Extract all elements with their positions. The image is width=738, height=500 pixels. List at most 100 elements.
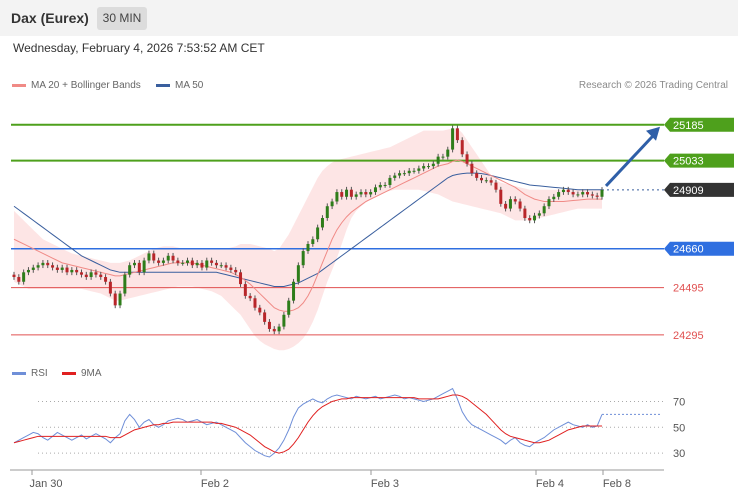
candle-body (41, 262, 45, 266)
candle-body (581, 192, 585, 195)
candle-body (31, 267, 35, 270)
candle-body (499, 189, 503, 204)
candle-body (282, 314, 286, 327)
candle-body (388, 177, 392, 185)
candle-body (55, 267, 59, 270)
candle-body (142, 260, 146, 273)
rsi-level-label-70: 70 (673, 396, 685, 408)
candle-body (118, 293, 122, 306)
candle-body (229, 267, 233, 270)
candle-body (224, 265, 228, 268)
rsi-level-label-50: 50 (673, 422, 685, 434)
candle-body (263, 312, 267, 322)
candle-body (277, 326, 281, 332)
candle-body (132, 262, 136, 266)
ma20-legend-label: MA 20 + Bollinger Bands (31, 80, 141, 91)
timeframe-badge[interactable]: 30 MIN (97, 7, 147, 30)
research-credit: Research © 2026 Trading Central (578, 80, 728, 91)
candle-body (75, 269, 79, 273)
candle-body (576, 194, 580, 196)
candle-body (36, 265, 40, 268)
candle-body (219, 265, 223, 267)
candle-body (65, 267, 69, 273)
ma9-swatch (62, 371, 76, 375)
candle-body (431, 163, 435, 167)
candle-body (359, 192, 363, 195)
candle-body (239, 272, 243, 285)
level-tag-25033 (664, 153, 734, 168)
rsi-series-RSI (13, 387, 603, 458)
candle-body (104, 277, 108, 282)
candle-body (480, 177, 484, 181)
level-label-25185: 25185 (673, 120, 704, 132)
candle-body (272, 328, 276, 332)
candle-body (417, 168, 421, 171)
candle-body (455, 128, 459, 141)
level-label-24495: 24495 (673, 283, 704, 295)
candle-body (152, 253, 156, 261)
candle-body (248, 295, 252, 299)
candle-body (205, 260, 209, 268)
candle-body (190, 260, 194, 266)
candle-body (412, 170, 416, 172)
timestamp: Wednesday, February 4, 2026 7:53:52 AM C… (13, 41, 265, 55)
candle-body (537, 213, 541, 216)
candle-body (518, 201, 522, 209)
candle-body (243, 284, 247, 296)
candle-body (460, 140, 464, 155)
candle-body (373, 187, 377, 193)
candle-body (475, 173, 479, 178)
candle-body (89, 272, 93, 278)
candle-body (398, 173, 402, 176)
level-label-24909: 24909 (673, 185, 704, 197)
candle-body (17, 277, 21, 282)
candle-body (325, 206, 329, 219)
x-tick-label: Feb 8 (603, 478, 631, 490)
candle-body (113, 293, 117, 306)
candle-body (494, 182, 498, 190)
candle-body (181, 262, 185, 264)
level-tag-24660 (664, 241, 734, 256)
candle-body (51, 265, 55, 268)
candle-body (296, 265, 300, 282)
candle-body (465, 154, 469, 164)
candle-body (407, 170, 411, 174)
candle-body (79, 272, 83, 275)
candle-body (571, 192, 575, 195)
candle-body (306, 243, 310, 252)
candle-body (99, 274, 103, 278)
candle-body (561, 189, 565, 193)
candle-body (393, 175, 397, 178)
candle-body (600, 189, 604, 197)
candle-body (542, 206, 546, 214)
candle-body (470, 163, 474, 174)
candle-body (504, 203, 508, 209)
candle-body (451, 128, 455, 150)
candle-body (354, 194, 358, 197)
candle-body (234, 269, 238, 273)
ma20-line (13, 159, 602, 312)
legend-ma20: MA 20 + Bollinger Bands (12, 80, 141, 91)
candle-body (46, 262, 50, 266)
candle-body (200, 262, 204, 268)
rsi-swatch (12, 371, 26, 375)
candle-body (311, 239, 315, 244)
header-bar: Dax (Eurex) 30 MIN (0, 0, 738, 36)
level-tag-25185 (664, 117, 734, 132)
candle-body (26, 269, 30, 273)
ma9-legend-label: 9MA (81, 368, 102, 379)
candle-body (123, 274, 127, 294)
candle-body (436, 156, 440, 164)
candle-body (552, 196, 556, 200)
candle-body (210, 260, 214, 263)
candle-body (528, 218, 532, 221)
rsi-legend-label: RSI (31, 368, 48, 379)
candle-body (147, 253, 151, 261)
candle-body (316, 227, 320, 240)
candle-body (301, 251, 305, 266)
x-tick-label: Feb 2 (201, 478, 229, 490)
candle-body (364, 192, 368, 195)
candle-body (267, 321, 271, 329)
candle-body (108, 281, 112, 294)
